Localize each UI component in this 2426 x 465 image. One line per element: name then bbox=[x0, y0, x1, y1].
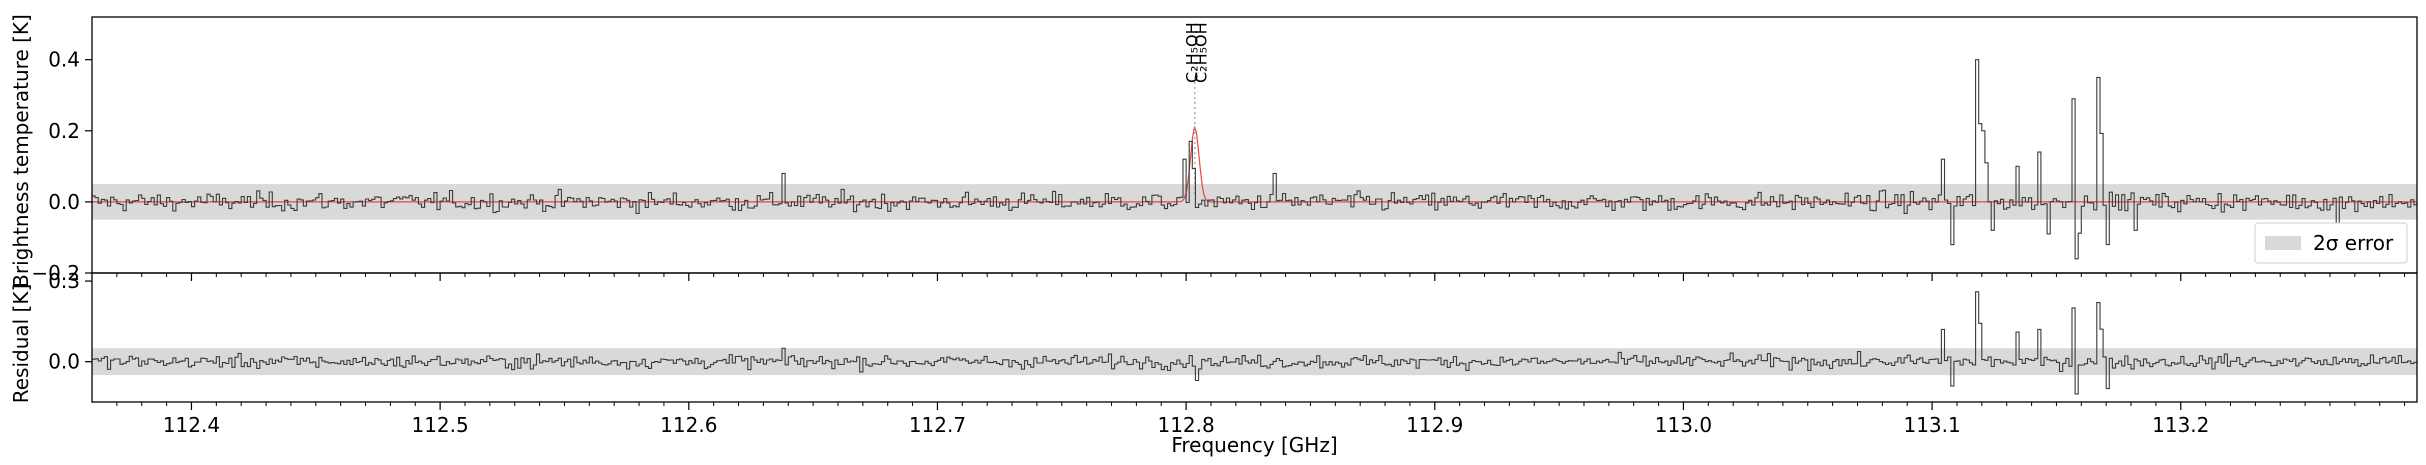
bottom-xtick-label: 112.9 bbox=[1406, 413, 1463, 437]
top-model-line bbox=[92, 125, 2417, 203]
annotation-label: C₂H₅OH bbox=[1182, 22, 1201, 83]
bottom-residual-spectrum bbox=[92, 291, 2417, 395]
top-ytick-label: 0.0 bbox=[48, 190, 80, 214]
legend-swatch bbox=[2265, 236, 2301, 250]
bottom-ytick-label: 0.3 bbox=[48, 269, 80, 293]
top-x-ticks bbox=[116, 273, 2406, 281]
bottom-xtick-label: 112.5 bbox=[411, 413, 468, 437]
top-ytick-label: −0.2 bbox=[31, 261, 80, 285]
bottom-ytick-label: 0.0 bbox=[48, 350, 80, 374]
top-y-axis-title: Brightness temperature [K] bbox=[9, 14, 33, 288]
bottom-y-axis-title: Residual [K] bbox=[9, 284, 33, 404]
legend-label: 2σ error bbox=[2313, 231, 2394, 255]
top-axes-frame bbox=[91, 16, 2418, 274]
bottom-x-ticks: 112.4 112.5 112.6 112.7 112.8 112.9 113.0 113.1… bbox=[116, 402, 2406, 437]
legend-frame bbox=[2254, 222, 2408, 264]
bottom-xtick-label: 112.4 bbox=[163, 413, 220, 437]
x-axis-title: Frequency [GHz] bbox=[1171, 433, 1337, 457]
bottom-axes-frame bbox=[91, 272, 2418, 403]
top-observed-spectrum bbox=[92, 59, 2417, 260]
top-ytick-label: 0.4 bbox=[48, 48, 80, 72]
top-ytick-label: 0.2 bbox=[48, 119, 80, 143]
bottom-panel: 0.0 0.3 112.4 112.5 112.6 112.7 112.8 112.9 113… bbox=[9, 269, 2418, 457]
bottom-xtick-label: 112.6 bbox=[660, 413, 717, 437]
top-y-ticks: −0.2 0.0 0.2 0.4 bbox=[31, 48, 92, 285]
bottom-xtick-label: 113.0 bbox=[1655, 413, 1712, 437]
bottom-xtick-label: 113.1 bbox=[1903, 413, 1960, 437]
bottom-xtick-label: 113.2 bbox=[2152, 413, 2209, 437]
bottom-xtick-label: 112.8 bbox=[1157, 413, 1214, 437]
top-panel: −0.2 0.0 0.2 0.4 Brightness temperature [K]… bbox=[9, 14, 2418, 288]
bottom-xtick-label: 112.7 bbox=[909, 413, 966, 437]
legend: 2σ error bbox=[2254, 222, 2408, 264]
annotation-label: C₂H₅OH bbox=[1191, 22, 1210, 83]
bottom-y-ticks: 0.0 0.3 bbox=[48, 269, 92, 374]
